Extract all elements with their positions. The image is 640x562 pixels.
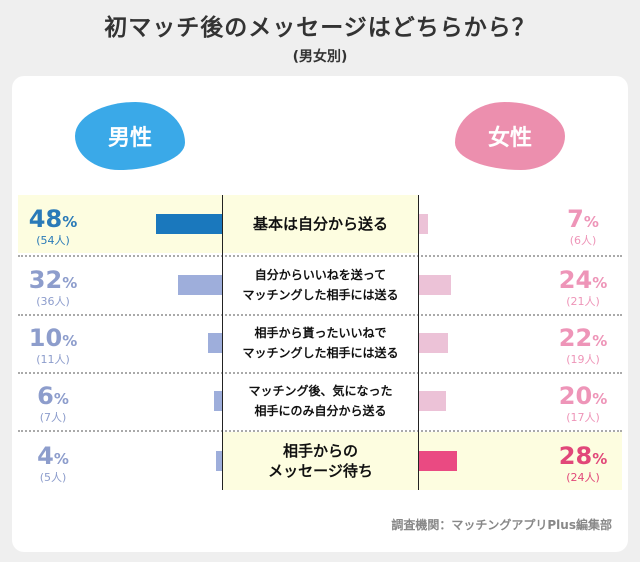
female-bar: [418, 214, 428, 234]
unit: %: [592, 274, 608, 292]
value: 32: [28, 266, 63, 294]
value: 20: [558, 382, 593, 410]
value: 7: [567, 205, 584, 233]
male-percent: 4%: [18, 443, 88, 472]
category-label: マッチング後、気になった 相手にのみ自分から送る: [248, 384, 393, 418]
female-count: (24人): [566, 471, 600, 484]
chart-title: 初マッチ後のメッセージはどちらから？: [104, 15, 536, 41]
male-count: (7人): [39, 411, 67, 424]
legend-male: 男性: [75, 102, 185, 170]
category-label: 自分からいいねを送って マッチングした相手には送る: [242, 268, 399, 302]
female-bar: [418, 451, 457, 471]
unit: %: [583, 213, 599, 231]
unit: %: [62, 332, 78, 350]
value: 22: [558, 324, 593, 352]
value: 48: [28, 205, 63, 233]
row-divider: [18, 430, 622, 432]
male-percent: 10%: [18, 325, 88, 354]
center-column-left-border: [222, 195, 223, 490]
unit: %: [592, 390, 608, 408]
row-divider: [18, 255, 622, 257]
unit: %: [592, 450, 608, 468]
legend-female: 女性: [455, 102, 565, 170]
male-count: (36人): [36, 295, 70, 308]
value: 28: [558, 442, 593, 470]
female-percent: 22%: [548, 325, 618, 354]
male-count: (11人): [36, 353, 70, 366]
male-bar: [177, 275, 222, 295]
male-percent: 48%: [18, 206, 88, 235]
male-count: (54人): [36, 234, 70, 247]
value: 10: [28, 324, 63, 352]
female-percent: 20%: [548, 383, 618, 412]
row-divider: [18, 372, 622, 374]
category-label: 相手から貰ったいいねで マッチングした相手には送る: [242, 326, 399, 360]
female-count: (19人): [566, 353, 600, 366]
female-bar: [418, 275, 452, 295]
male-bar: [213, 391, 222, 411]
female-count: (17人): [566, 411, 600, 424]
female-percent: 7%: [548, 206, 618, 235]
female-bar: [418, 391, 446, 411]
female-percent: 24%: [548, 267, 618, 296]
chart-subtitle: (男女別): [292, 49, 348, 65]
category-label: 基本は自分から送る: [252, 215, 388, 233]
unit: %: [62, 213, 78, 231]
female-count: (21人): [566, 295, 600, 308]
female-count: (6人): [569, 234, 597, 247]
female-percent: 28%: [548, 443, 618, 472]
category-label: 相手からの メッセージ待ち: [268, 442, 373, 480]
value: 6: [37, 382, 54, 410]
value: 24: [558, 266, 593, 294]
female-bar: [418, 333, 449, 353]
unit: %: [53, 390, 69, 408]
source-credit: 調査機関：マッチングアプリPlus編集部: [391, 518, 612, 532]
unit: %: [592, 332, 608, 350]
male-count: (5人): [39, 471, 67, 484]
male-bar: [155, 214, 222, 234]
male-bar: [216, 451, 222, 471]
male-percent: 32%: [18, 267, 88, 296]
center-column-right-border: [418, 195, 419, 490]
value: 4: [37, 442, 54, 470]
row-divider: [18, 314, 622, 316]
unit: %: [53, 450, 69, 468]
male-bar: [208, 333, 222, 353]
male-percent: 6%: [18, 383, 88, 412]
unit: %: [62, 274, 78, 292]
